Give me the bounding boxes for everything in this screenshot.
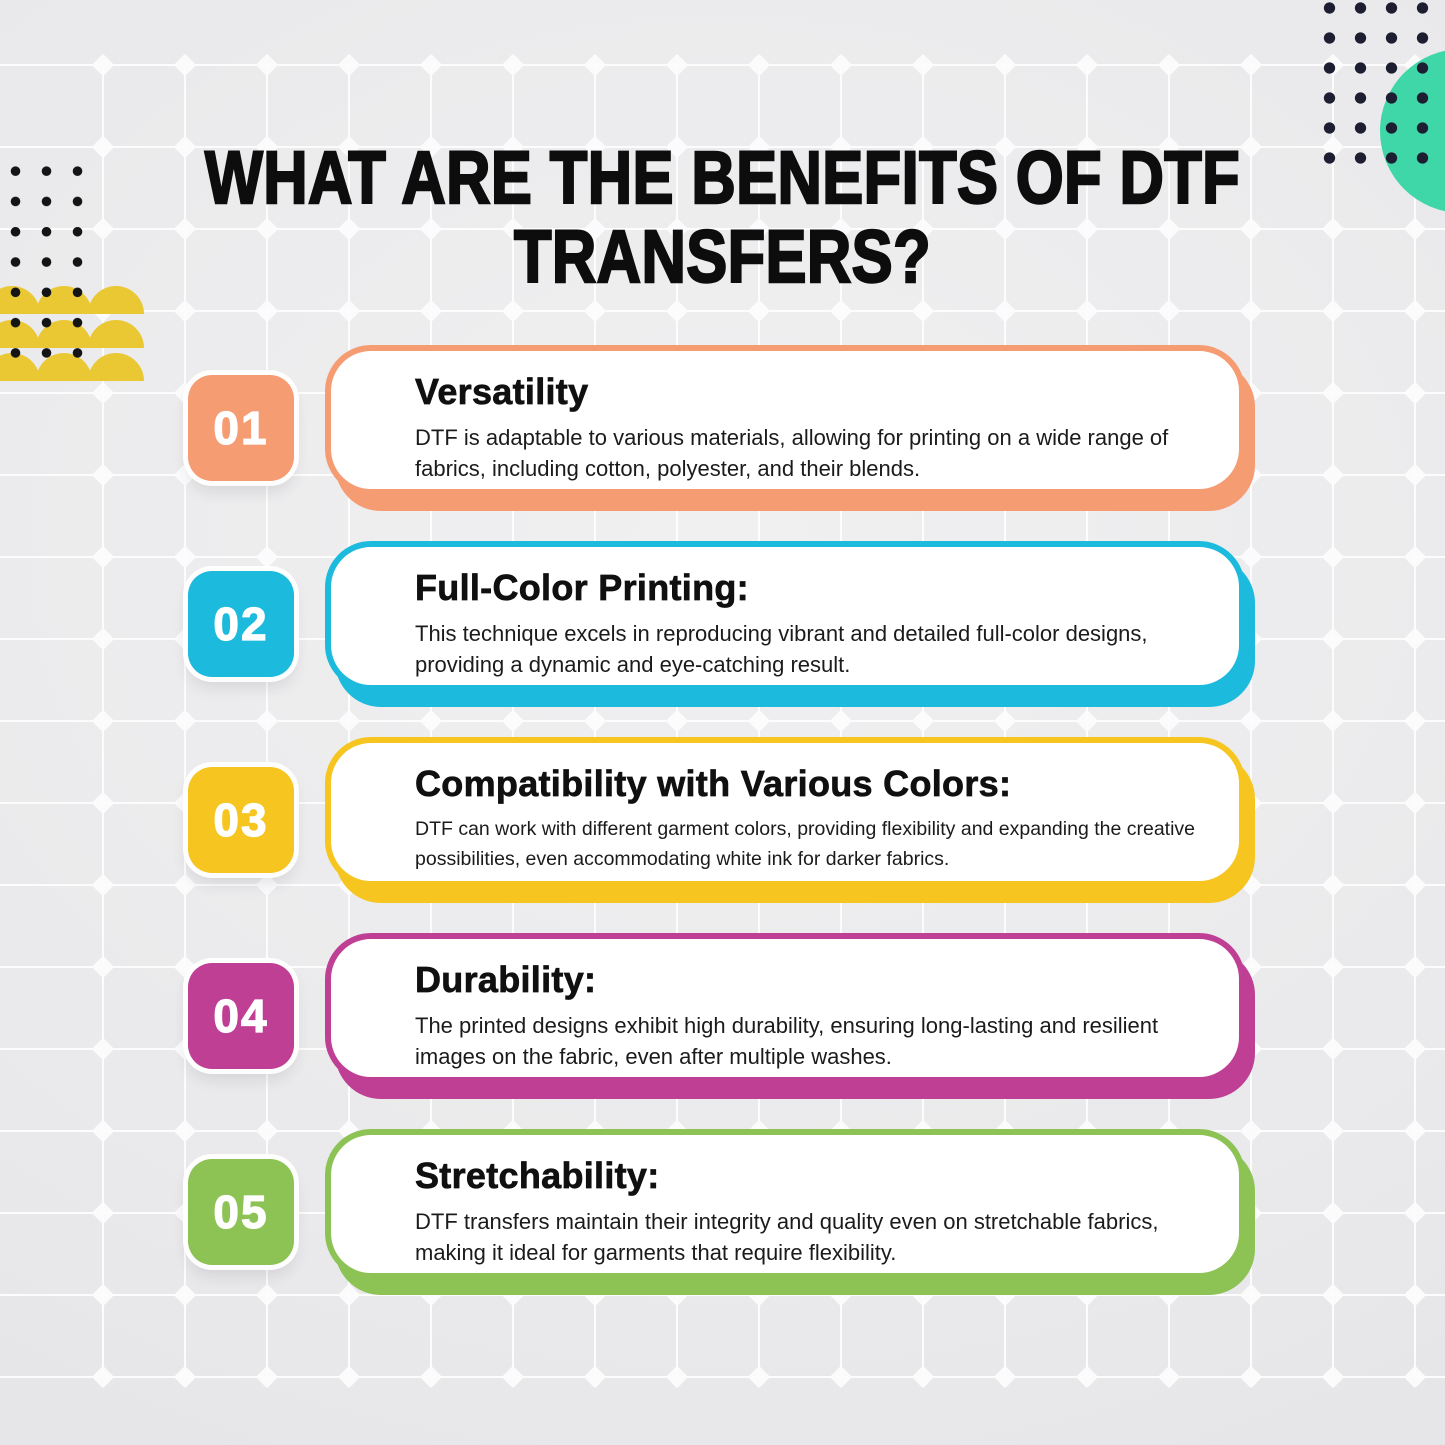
benefit-number: 04 [213,989,269,1042]
title-line-1: WHAT ARE THE BENEFITS OF DTF [204,136,1241,219]
benefit-card: Compatibility with Various Colors: DTF c… [325,737,1255,903]
benefit-number: 05 [213,1185,269,1238]
benefit-heading: Full-Color Printing: [415,567,749,609]
benefit-item: 04 Durability: The printed designs exhib… [0,933,1445,1105]
benefit-card: Stretchability: DTF transfers maintain t… [325,1129,1255,1295]
benefit-number: 02 [213,597,269,650]
benefit-number-badge: 05 [188,1159,294,1265]
benefit-card: Durability: The printed designs exhibit … [325,933,1255,1099]
benefit-description: DTF can work with different garment colo… [415,818,1196,870]
benefit-description: This technique excels in reproducing vib… [415,621,1148,677]
benefit-card: Versatility DTF is adaptable to various … [325,345,1255,511]
benefit-number: 03 [213,793,269,846]
benefit-description: DTF is adaptable to various materials, a… [415,425,1169,481]
benefit-number-badge: 03 [188,767,294,873]
benefit-item: 03 Compatibility with Various Colors: DT… [0,737,1445,909]
benefit-card: Full-Color Printing: This technique exce… [325,541,1255,707]
page-title: WHAT ARE THE BENEFITS OF DTF TRANSFERS? [123,136,1322,298]
dot-grid-top-right [1314,0,1438,173]
benefit-item: 01 Versatility DTF is adaptable to vario… [0,345,1445,517]
benefit-description: DTF transfers maintain their integrity a… [415,1209,1159,1265]
scallop-shape [88,319,144,348]
benefit-number: 01 [213,401,269,454]
benefit-description: The printed designs exhibit high durabil… [415,1013,1159,1069]
dot-grid-left [0,156,93,368]
benefit-number-badge: 01 [188,375,294,481]
benefit-item: 02 Full-Color Printing: This technique e… [0,541,1445,713]
title-line-2: TRANSFERS? [513,215,932,298]
benefit-heading: Compatibility with Various Colors: [415,763,1012,805]
benefit-heading: Durability: [415,959,597,1001]
benefit-heading: Stretchability: [415,1155,660,1197]
benefit-number-badge: 04 [188,963,294,1069]
benefit-item: 05 Stretchability: DTF transfers maintai… [0,1129,1445,1301]
benefit-number-badge: 02 [188,571,294,677]
benefit-heading: Versatility [415,371,589,413]
